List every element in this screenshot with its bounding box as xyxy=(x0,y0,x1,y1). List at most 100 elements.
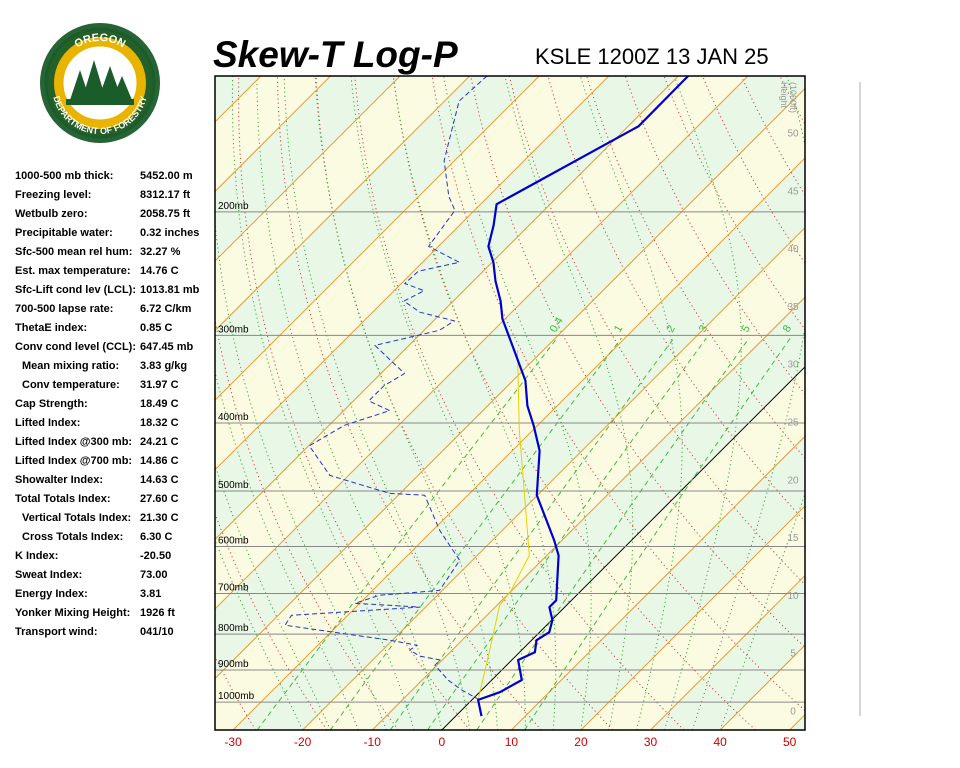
dry-adiabat xyxy=(935,76,960,730)
pressure-label: 500mb xyxy=(218,480,249,491)
isotherm xyxy=(789,713,805,730)
index-value: 6.72 C/km xyxy=(140,303,192,315)
index-value: 32.27 % xyxy=(140,246,181,258)
index-value: 21.30 C xyxy=(140,512,179,524)
index-value: 1926 ft xyxy=(140,607,175,619)
index-row: Mean mixing ratio: 3.83 g/kg xyxy=(15,358,215,377)
isotherm xyxy=(215,76,540,401)
dry-adiabat xyxy=(215,512,328,730)
dewpoint-profile xyxy=(284,75,488,701)
x-tick-label: -30 xyxy=(224,735,242,749)
mixing-ratio-label: 8 xyxy=(781,323,794,334)
index-value: 3.81 xyxy=(140,588,162,600)
index-value: 73.00 xyxy=(140,569,168,581)
index-label: Lifted Index: xyxy=(15,417,81,429)
index-row: Sfc-Lift cond lev (LCL): 1013.81 mb xyxy=(15,282,215,301)
pressure-label: 1000mb xyxy=(218,691,255,702)
moist-adiabat xyxy=(256,76,443,730)
index-value: 0.32 inches xyxy=(140,227,200,239)
isotherm xyxy=(215,76,401,262)
index-label: Lifted Index @700 mb: xyxy=(15,455,133,467)
index-row: Total Totals Index: 27.60 C xyxy=(15,491,215,510)
index-label: Total Totals Index: xyxy=(15,493,111,505)
isotherm xyxy=(302,226,805,730)
index-row: Cross Totals Index: 6.30 C xyxy=(15,529,215,548)
index-label: Lifted Index @300 mb: xyxy=(15,436,133,448)
plot-foreground: 0.4 1 2 3 5 8200mb300mb400mb500mb600mb700mb80… xyxy=(214,75,806,749)
index-label: Cross Totals Index: xyxy=(22,531,124,543)
temperature-profile xyxy=(477,75,689,717)
mixing-ratio-line xyxy=(256,337,558,730)
index-label: Vertical Totals Index: xyxy=(22,512,132,524)
index-label: Energy Index: xyxy=(15,588,88,600)
x-tick-label: 30 xyxy=(644,735,658,749)
height-tick-label: 25 xyxy=(787,417,799,428)
index-row: Vertical Totals Index: 21.30 C xyxy=(15,510,215,529)
index-row: Est. max temperature: 14.76 C xyxy=(15,263,215,282)
height-tick-label: 15 xyxy=(787,533,799,544)
index-label: Transport wind: xyxy=(15,626,98,638)
index-label: Conv cond level (CCL): xyxy=(15,341,137,353)
station-label: KSLE 1200Z 13 JAN 25 xyxy=(535,44,769,69)
index-value: 14.86 C xyxy=(140,455,179,467)
pressure-label: 800mb xyxy=(218,623,249,634)
x-tick-label: 10 xyxy=(505,735,519,749)
isotherm xyxy=(580,505,805,730)
plot-frame xyxy=(214,75,806,731)
index-value: 6.30 C xyxy=(140,531,173,543)
isotherm xyxy=(650,574,805,730)
index-row: Transport wind: 041/10 xyxy=(15,624,215,643)
indices-table: 1000-500 mb thick: 5452.00 m Freezing leve… xyxy=(15,168,215,643)
index-value: 3.83 g/kg xyxy=(140,360,188,372)
dry-adiabat xyxy=(508,76,805,586)
index-label: Conv temperature: xyxy=(22,379,120,391)
height-tick-label: 30 xyxy=(787,360,799,371)
moist-adiabat xyxy=(215,218,387,730)
logo-top-text: OREGON xyxy=(73,32,128,51)
index-value: 14.63 C xyxy=(140,474,179,486)
isotherm xyxy=(371,296,805,730)
mixing-ratio-line xyxy=(476,337,750,730)
index-label: K Index: xyxy=(15,550,59,562)
plot-background xyxy=(215,76,960,730)
x-tick-label: 0 xyxy=(438,735,445,749)
index-value: 041/10 xyxy=(140,626,174,638)
index-row: Yonker Mixing Height: 1926 ft xyxy=(15,605,215,624)
index-value: 31.97 C xyxy=(140,379,179,391)
index-label: Precipitable water: xyxy=(15,227,113,239)
index-row: Lifted Index: 18.32 C xyxy=(15,415,215,434)
dry-adiabat xyxy=(663,76,805,331)
index-label: ThetaE index: xyxy=(15,322,88,334)
x-tick-label: 40 xyxy=(713,735,727,749)
temperature-band xyxy=(789,714,805,730)
index-row: Conv temperature: 31.97 C xyxy=(15,377,215,396)
index-row: Cap Strength: 18.49 C xyxy=(15,396,215,415)
height-tick-label: 20 xyxy=(787,475,799,486)
isotherm xyxy=(215,76,331,193)
mixing-ratio-label: 3 xyxy=(697,323,710,334)
height-tick-label: 10 xyxy=(787,591,799,602)
height-axis-label: (1000ft) xyxy=(788,82,798,113)
index-label: Est. max temperature: xyxy=(15,265,131,277)
index-value: 24.21 C xyxy=(140,436,179,448)
dry-adiabat xyxy=(215,317,399,730)
temperature-band xyxy=(215,76,805,679)
dry-adiabat xyxy=(779,76,805,126)
index-row: Showalter Index: 14.63 C xyxy=(15,472,215,491)
mixing-ratio-label: 2 xyxy=(664,323,677,334)
x-tick-label: -20 xyxy=(294,735,312,749)
chart-title: Skew-T Log-P xyxy=(213,34,458,75)
logo-top: OREGON xyxy=(73,32,128,51)
isotherm xyxy=(215,87,805,680)
freezing-isotherm xyxy=(441,366,805,730)
parcel-path xyxy=(477,350,530,701)
index-label: Yonker Mixing Height: xyxy=(15,607,131,619)
mixing-ratio-label: 5 xyxy=(740,323,753,334)
isotherm xyxy=(215,76,610,471)
isotherm xyxy=(859,76,960,730)
moist-adiabat xyxy=(579,76,683,730)
index-row: Conv cond level (CCL): 647.45 mb xyxy=(15,339,215,358)
mixing-ratio-line xyxy=(427,337,707,730)
index-value: 0.85 C xyxy=(140,322,173,334)
